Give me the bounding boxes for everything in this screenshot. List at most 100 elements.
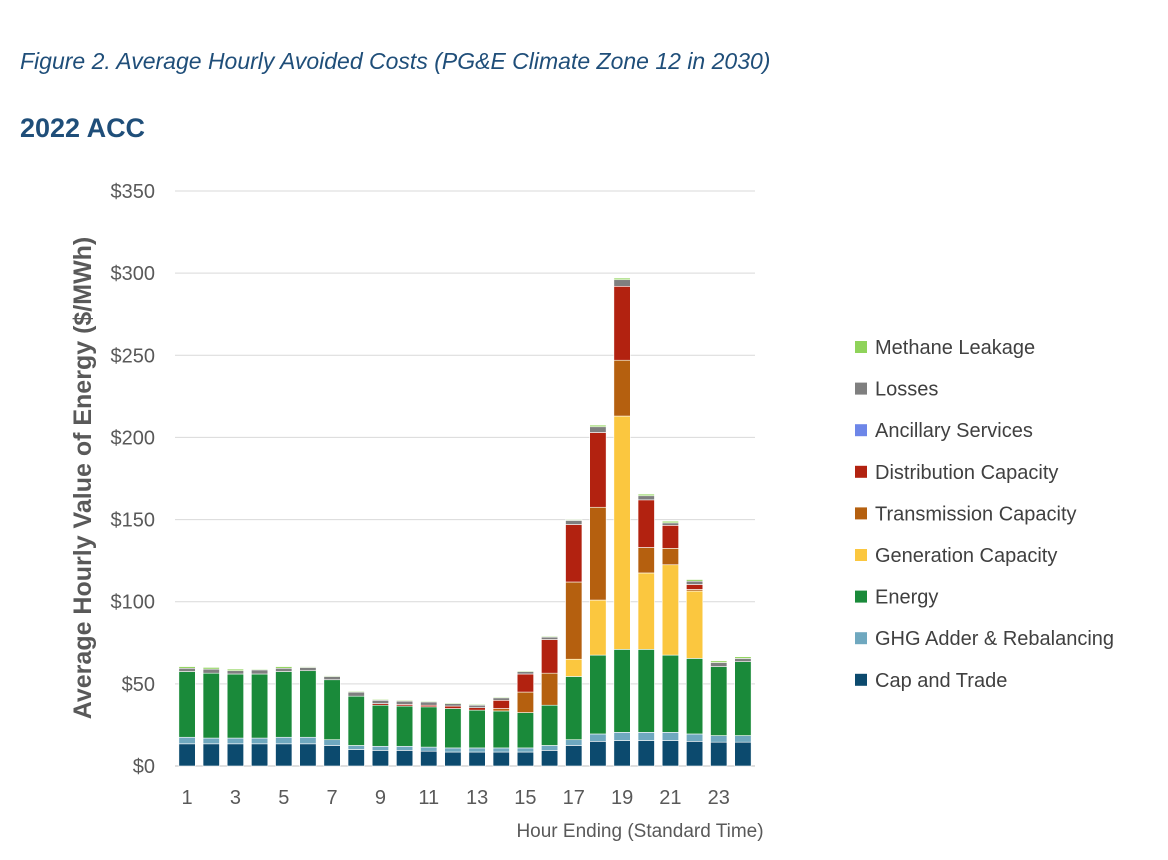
- bar-segment: [686, 590, 704, 659]
- bar-segment: [661, 520, 679, 524]
- bar-segment: [420, 700, 438, 703]
- legend-label: Cap and Trade: [875, 670, 1007, 692]
- bar-segment: [178, 671, 196, 738]
- bar-segment: [734, 661, 752, 736]
- bar-segment: [275, 736, 293, 745]
- bar-segment: [589, 506, 607, 601]
- bar-segment: [565, 519, 583, 521]
- bar-segment: [275, 743, 293, 767]
- bar-segment: [226, 737, 244, 745]
- bar-segment: [371, 745, 389, 751]
- bar-segment: [178, 666, 196, 669]
- bar-segment: [661, 654, 679, 733]
- bar-segment: [468, 751, 486, 767]
- legend-label: Losses: [875, 379, 938, 401]
- bar-segment: [347, 749, 365, 767]
- bar-segment: [565, 658, 583, 677]
- bar-segment: [202, 737, 220, 745]
- bar-segment: [637, 732, 655, 741]
- bar-segment: [444, 703, 462, 707]
- bar-segment: [323, 676, 341, 681]
- bar-segment: [371, 699, 389, 701]
- bar-segment: [541, 672, 559, 706]
- bar-segment: [444, 751, 462, 767]
- bar-segment: [734, 656, 752, 659]
- bar-segment: [686, 580, 704, 585]
- bar-segment: [661, 525, 679, 549]
- bar-segment: [347, 691, 365, 697]
- bar-segment: [251, 669, 269, 675]
- bar-segment: [444, 705, 462, 709]
- x-tick-label: 13: [466, 787, 488, 809]
- legend-swatch: [855, 632, 867, 645]
- bar-segment: [347, 690, 365, 693]
- bar-segment: [541, 639, 559, 674]
- bar-segment: [589, 599, 607, 656]
- y-tick-label: $50: [122, 674, 155, 696]
- bar-segment: [396, 700, 414, 705]
- bar-segment: [251, 668, 269, 671]
- legend-label: Generation Capacity: [875, 545, 1057, 567]
- legend-swatch: [855, 465, 867, 478]
- bar-segment: [589, 654, 607, 735]
- bar-segment: [589, 432, 607, 508]
- bar-segment: [468, 747, 486, 753]
- figure-caption: Figure 2. Average Hourly Avoided Costs (…: [20, 48, 771, 74]
- x-tick-label: 19: [611, 787, 633, 809]
- bar-segment: [299, 666, 317, 668]
- bar-segment: [613, 415, 631, 650]
- bar-segment: [202, 672, 220, 739]
- legend-label: Distribution Capacity: [875, 462, 1058, 484]
- bar-segment: [541, 635, 559, 638]
- y-tick-label: $300: [111, 263, 156, 285]
- bar-segment: [226, 743, 244, 767]
- bar-segment: [613, 649, 631, 733]
- y-tick-label: $0: [133, 756, 155, 778]
- bar-segment: [661, 548, 679, 566]
- gridlines: [175, 190, 755, 767]
- bar-segment: [492, 710, 510, 749]
- bar-segment: [178, 743, 196, 767]
- bar-segment: [637, 495, 655, 501]
- bar-segment: [347, 745, 365, 750]
- bar-segment: [251, 743, 269, 767]
- bar-segment: [396, 745, 414, 751]
- y-tick-label: $350: [111, 181, 156, 203]
- x-tick-label: 1: [182, 787, 193, 809]
- bar-segment: [637, 740, 655, 767]
- bar-segment: [686, 658, 704, 735]
- x-tick-label: 9: [375, 787, 386, 809]
- x-axis-label: Hour Ending (Standard Time): [516, 821, 763, 842]
- x-tick-label: 15: [514, 787, 536, 809]
- bar-segment: [565, 581, 583, 660]
- bar-segment: [734, 741, 752, 767]
- bar-segment: [323, 745, 341, 767]
- bar-segment: [323, 739, 341, 746]
- bar-segment: [251, 673, 269, 739]
- bar-segment: [661, 522, 679, 526]
- bar-segment: [275, 667, 293, 672]
- bar-stacks: [178, 277, 752, 767]
- bar-segment: [275, 666, 293, 669]
- bar-segment: [347, 695, 365, 746]
- bar-segment: [275, 671, 293, 738]
- bar-segment: [686, 584, 704, 590]
- bar-segment: [637, 649, 655, 733]
- bar-segment: [396, 705, 414, 747]
- legend: Methane Leakage Losses Ancillary Services D…: [855, 337, 1114, 692]
- bar-segment: [710, 662, 728, 667]
- bar-segment: [613, 359, 631, 417]
- bar-segment: [299, 670, 317, 738]
- x-axis-ticks: 1 3 5 7 9 11 13 15 17 19 21 23: [182, 787, 730, 809]
- bar-segment: [613, 279, 631, 287]
- x-tick-label: 17: [563, 787, 585, 809]
- y-tick-label: $150: [111, 510, 156, 532]
- bar-segment: [565, 524, 583, 583]
- bar-segment: [492, 696, 510, 699]
- legend-swatch: [855, 424, 867, 437]
- bar-segment: [516, 673, 534, 693]
- bar-segment: [516, 671, 534, 675]
- bar-segment: [420, 746, 438, 752]
- bar-segment: [734, 658, 752, 662]
